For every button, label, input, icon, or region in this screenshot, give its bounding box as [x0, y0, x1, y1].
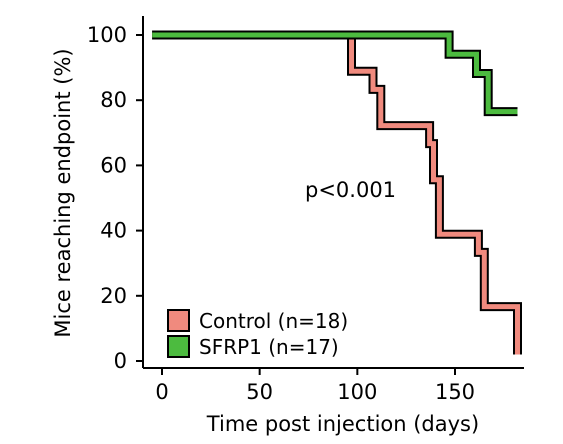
- series-line-control: [152, 32, 520, 355]
- legend-swatch-control: [167, 309, 190, 332]
- y-tick-label: 60: [100, 153, 127, 177]
- y-tick-label: 40: [100, 219, 127, 243]
- y-tick-label: 0: [114, 349, 127, 373]
- series-outline-sfrp1: [152, 30, 518, 117]
- legend: Control (n=18) SFRP1 (n=17): [167, 309, 348, 359]
- x-tick-label: 150: [435, 380, 475, 404]
- p-value-annotation: p<0.001: [305, 178, 396, 202]
- series-layer: [152, 30, 522, 355]
- x-ticks: 0 50 100 150: [155, 368, 475, 404]
- legend-label-control: Control (n=18): [199, 309, 348, 333]
- legend-label-sfrp1: SFRP1 (n=17): [199, 335, 339, 359]
- x-tick-label: 50: [246, 380, 273, 404]
- y-tick-label: 20: [100, 284, 127, 308]
- series-line-sfrp1: [152, 32, 518, 115]
- y-tick-label: 80: [100, 88, 127, 112]
- legend-swatch-sfrp1: [167, 335, 190, 358]
- y-axis-title: Mice reaching endpoint (%): [51, 48, 75, 337]
- plot-area: 0 20 40 60 80 100 0 50 100 150: [87, 16, 524, 404]
- y-tick-label: 100: [87, 23, 127, 47]
- y-ticks: 0 20 40 60 80 100: [87, 23, 143, 373]
- x-tick-label: 0: [155, 380, 168, 404]
- x-tick-label: 100: [337, 380, 377, 404]
- x-axis-title: Time post injection (days): [206, 412, 479, 436]
